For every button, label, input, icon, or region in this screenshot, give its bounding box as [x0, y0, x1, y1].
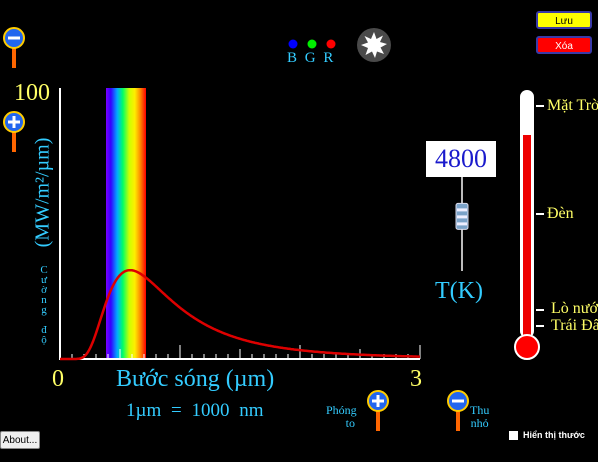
mark-lamp: Đèn [547, 205, 574, 222]
bgr-labels: B G R [287, 50, 333, 67]
x-zoom-in-button[interactable] [366, 389, 390, 433]
y-axis-label-wrap: (MW/m²/µm) [31, 113, 55, 273]
slider-knob [455, 202, 469, 230]
unit-note: 1µm = 1000 nm [126, 400, 264, 421]
x-max-label: 3 [410, 366, 422, 392]
mark-earth: Trái Đất [551, 317, 598, 334]
temperature-slider[interactable] [450, 177, 474, 273]
red-dot [326, 39, 336, 49]
show-ruler-label: Hiển thị thước [523, 430, 585, 440]
y-max-label: 100 [14, 80, 50, 106]
x-zoom-out-button[interactable] [446, 389, 470, 433]
blackbody-curve [60, 268, 420, 361]
y-zoom-out-button[interactable] [2, 26, 26, 70]
r-label: R [323, 50, 334, 66]
bgr-indicator [288, 39, 336, 49]
zoom-out-label: Thu nhỏ [470, 404, 489, 430]
green-dot [307, 39, 317, 49]
thermometer [514, 90, 544, 360]
visible-spectrum-band [106, 88, 146, 359]
show-ruler-checkbox[interactable] [509, 431, 518, 440]
mark-oven: Lò nướng [551, 300, 598, 317]
x-axis-label: Bước sóng (µm) [116, 366, 275, 392]
b-label: B [287, 50, 298, 66]
mark-sun: Mặt Trời [547, 97, 598, 114]
y-axis-unit-label: (MW/m²/µm) [31, 137, 54, 248]
g-label: G [304, 50, 316, 66]
zoom-in-label-line1: Phóng [326, 403, 357, 417]
zoom-out-label-line2: nhỏ [470, 416, 489, 430]
zoom-in-label: Phóng to [326, 404, 357, 430]
save-button[interactable]: Lưu [536, 11, 592, 29]
x-min-label: 0 [52, 366, 64, 392]
y-zoom-in-button[interactable] [2, 110, 26, 154]
clear-button[interactable]: Xóa [536, 36, 592, 54]
about-button[interactable]: About... [0, 431, 40, 449]
zoom-out-label-line1: Thu [470, 403, 490, 417]
star-icon[interactable] [356, 27, 392, 63]
blue-dot [288, 39, 298, 49]
temperature-value: 4800 [426, 141, 496, 177]
thermometer-mercury [523, 135, 531, 340]
zoom-in-label-line2: to [345, 416, 356, 430]
thermometer-bulb [514, 334, 540, 360]
temperature-label: T(K) [435, 278, 483, 304]
